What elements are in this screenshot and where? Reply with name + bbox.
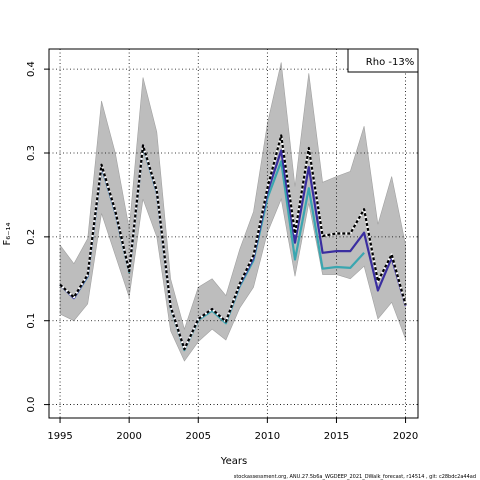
x-axis-title: Years xyxy=(220,456,247,467)
x-tick-label: 2005 xyxy=(186,431,211,442)
series-layer xyxy=(59,134,407,352)
confidence-band xyxy=(59,62,406,362)
axis-layer: 1995 2000 2005 2010 2015 2020 0.0 0.1 0.2 0.3 0.4 xyxy=(26,61,418,442)
y-axis-title: F₆₋₁₄ xyxy=(2,222,13,245)
legend-frame xyxy=(347,48,419,73)
confidence-band-layer xyxy=(59,62,406,362)
rho-annotation: Rho -13% xyxy=(366,57,414,68)
y-tick-label: 0.3 xyxy=(26,145,37,161)
x-tick-label: 1995 xyxy=(47,431,72,442)
y-tick-label: 0.4 xyxy=(26,61,37,77)
y-tick-label: 0.2 xyxy=(26,229,37,245)
x-tick-label: 2010 xyxy=(255,431,280,442)
series-line-dashed xyxy=(59,134,407,351)
footer-credit: stockassessment.org, ANU.27.5b6a_WGDEEP_… xyxy=(234,474,476,480)
y-tick-label: 0.1 xyxy=(26,313,37,329)
x-tick-label: 2000 xyxy=(116,431,141,442)
x-tick-label: 2015 xyxy=(324,431,349,442)
y-tick-label: 0.0 xyxy=(26,397,37,413)
plot-frame xyxy=(48,48,419,419)
x-tick-label: 2020 xyxy=(393,431,418,442)
legend-box: Rho -13% xyxy=(347,48,419,73)
